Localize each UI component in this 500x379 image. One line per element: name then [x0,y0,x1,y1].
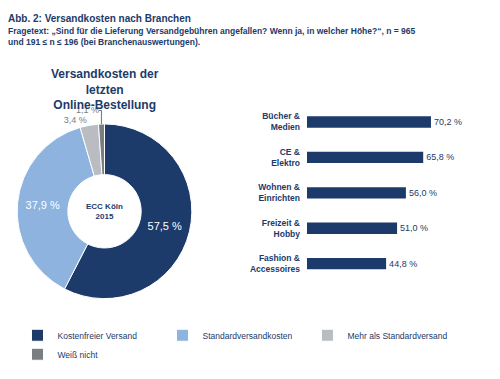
svg-text:57,5 %: 57,5 % [148,220,182,232]
svg-text:Mehr als Standardversand: Mehr als Standardversand [347,331,447,341]
svg-text:Weiß nicht: Weiß nicht [58,350,99,360]
svg-text:Kostenfreier Versand: Kostenfreier Versand [58,331,138,341]
svg-text:Standardversandkosten: Standardversandkosten [202,331,292,341]
svg-text:Fragetext: „Sind für die Liefe: Fragetext: „Sind für die Lieferung Versa… [8,26,415,47]
svg-text:ECC Köln2015: ECC Köln2015 [86,202,123,221]
svg-text:51,0 %: 51,0 % [400,223,428,233]
svg-text:3,4 %: 3,4 % [64,115,87,125]
svg-text:37,9 %: 37,9 % [26,199,60,211]
svg-text:Versandkosten derletztenOnline: Versandkosten derletztenOnline-Bestellun… [51,67,159,112]
svg-text:Freizeit &Hobby: Freizeit &Hobby [262,218,301,239]
svg-text:Bücher &Medien: Bücher &Medien [262,111,300,132]
svg-text:CE &Elektro: CE &Elektro [271,147,300,168]
svg-text:56,0 %: 56,0 % [409,188,437,198]
svg-text:Abb. 2: Versandkosten nach Bra: Abb. 2: Versandkosten nach Branchen [8,13,191,24]
svg-text:Fashion &Accessoires: Fashion &Accessoires [250,253,300,274]
svg-text:Wohnen &Einrichten: Wohnen &Einrichten [258,182,300,203]
svg-text:70,2 %: 70,2 % [434,117,462,127]
svg-text:44,8 %: 44,8 % [389,259,417,269]
svg-text:1,1 %: 1,1 % [76,105,99,115]
svg-text:65,8 %: 65,8 % [426,152,454,162]
